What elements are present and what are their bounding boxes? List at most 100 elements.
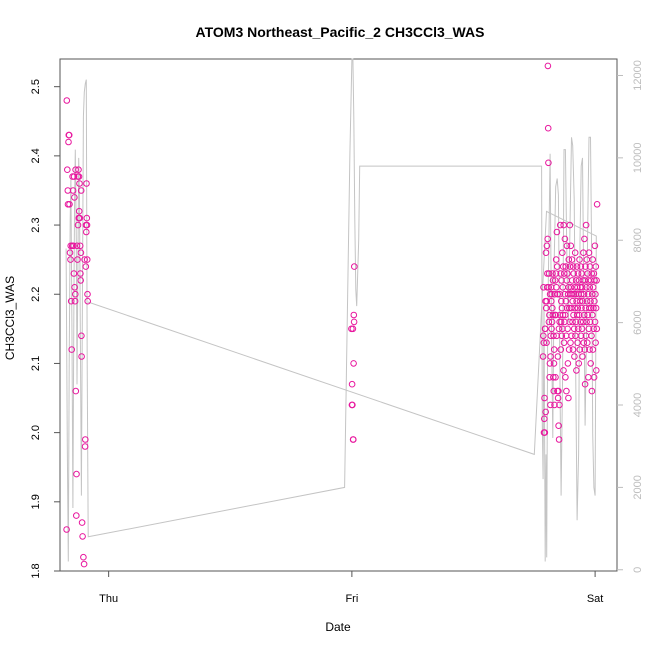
data-point [350, 436, 357, 443]
data-point [587, 304, 595, 312]
data-point [573, 263, 581, 270]
y2-tick-label: 8000 [632, 228, 644, 252]
data-point [591, 318, 599, 326]
data-point [351, 263, 358, 270]
data-point [64, 187, 72, 194]
data-point [588, 270, 596, 277]
data-point [547, 401, 554, 409]
data-point [587, 360, 595, 367]
data-point [71, 284, 78, 291]
data-point [579, 318, 587, 326]
data-point [83, 214, 91, 222]
data-point [593, 201, 601, 208]
data-point [71, 194, 78, 201]
data-point [543, 339, 550, 347]
data-point [574, 304, 582, 312]
y-tick-label: 2.4 [30, 148, 42, 163]
data-point [592, 263, 600, 270]
data-point [569, 263, 577, 270]
data-point [567, 284, 575, 291]
data-point [567, 339, 574, 347]
data-point [583, 297, 591, 305]
data-point [564, 270, 571, 277]
data-point [577, 290, 585, 298]
data-point [547, 353, 554, 360]
data-point [77, 270, 84, 277]
data-point [571, 353, 578, 360]
data-point [550, 360, 558, 367]
data-point [73, 470, 80, 478]
data-point [552, 311, 560, 319]
data-point [552, 374, 559, 381]
data-point [549, 277, 557, 284]
data-point [544, 62, 552, 70]
data-point [70, 270, 78, 277]
data-point [548, 325, 555, 333]
data-point [570, 270, 578, 277]
data-point [582, 263, 589, 270]
data-point [554, 353, 562, 360]
data-point [572, 277, 580, 284]
data-point [75, 173, 83, 180]
data-point [559, 263, 567, 270]
data-point [579, 353, 586, 360]
data-point [584, 270, 591, 277]
data-point [74, 256, 81, 263]
data-point [569, 318, 576, 326]
data-point [559, 249, 566, 256]
data-point [72, 290, 79, 298]
data-point [553, 228, 561, 236]
data-point [348, 380, 356, 388]
data-point [588, 387, 596, 395]
data-point [586, 346, 593, 353]
data-point [584, 311, 592, 319]
data-point [562, 297, 570, 305]
data-point [586, 304, 593, 312]
data-point [563, 242, 571, 250]
data-point [590, 304, 597, 312]
data-point [83, 180, 90, 187]
data-point [589, 256, 597, 263]
x-tick-label: Sat [587, 593, 604, 605]
data-point [589, 311, 596, 319]
data-point [561, 318, 568, 326]
data-point [540, 339, 548, 347]
data-point [580, 311, 588, 319]
data-point [581, 380, 589, 388]
data-point [563, 304, 571, 312]
data-point [554, 394, 562, 402]
data-point [545, 270, 553, 277]
data-point [558, 304, 566, 312]
x-axis-title: Date [325, 620, 351, 634]
data-point [568, 290, 576, 298]
data-point [568, 256, 576, 263]
data-point [584, 339, 591, 347]
data-point [577, 332, 585, 340]
data-point [592, 290, 599, 298]
data-point [76, 242, 84, 250]
data-point [575, 325, 582, 333]
data-point [576, 311, 583, 319]
data-point [83, 228, 90, 236]
data-point [570, 290, 578, 298]
data-point [568, 277, 576, 284]
data-point [350, 318, 358, 326]
data-point [573, 367, 580, 374]
data-point [581, 346, 589, 353]
data-point [558, 332, 566, 340]
data-point [549, 270, 556, 277]
data-point [541, 325, 549, 333]
chart-title: ATOM3 Northeast_Pacific_2 CH3CCl3_WAS [196, 24, 485, 40]
data-point [541, 415, 548, 423]
data-point [593, 325, 601, 333]
data-point [554, 290, 562, 298]
data-point [557, 221, 564, 229]
data-point [72, 387, 80, 395]
data-point [585, 249, 593, 256]
data-point [569, 346, 577, 353]
data-point [66, 201, 73, 208]
data-point [577, 263, 585, 270]
data-point [557, 270, 564, 277]
data-point [565, 256, 573, 263]
